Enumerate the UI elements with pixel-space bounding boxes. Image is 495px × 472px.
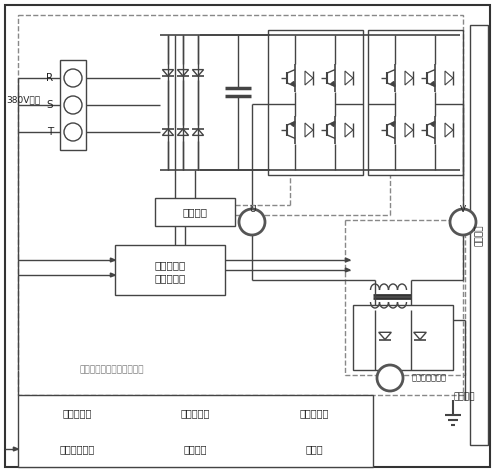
Polygon shape (346, 268, 350, 272)
Text: 次级电流互感器: 次级电流互感器 (412, 373, 447, 382)
Circle shape (239, 209, 265, 235)
Polygon shape (291, 82, 295, 86)
Polygon shape (331, 122, 335, 126)
Text: 380V电源: 380V电源 (6, 95, 40, 104)
Text: 智能处理器: 智能处理器 (154, 260, 186, 270)
Text: 手持式编程器: 手持式编程器 (59, 444, 95, 454)
Polygon shape (331, 82, 335, 86)
Bar (155, 198, 235, 226)
Text: 显示器: 显示器 (305, 444, 323, 454)
Text: 逃变电阶焊控制器原理框图: 逃变电阶焊控制器原理框图 (80, 365, 145, 374)
Circle shape (64, 69, 82, 87)
Bar (268, 30, 363, 175)
Text: 电源驱动: 电源驱动 (183, 207, 207, 217)
Text: 无线终端: 无线终端 (184, 444, 207, 454)
Text: 控制单元: 控制单元 (475, 224, 484, 246)
Polygon shape (431, 82, 435, 86)
Text: S: S (47, 100, 53, 110)
Bar (470, 25, 488, 445)
Circle shape (64, 123, 82, 141)
Circle shape (450, 209, 476, 235)
Text: 压力传感器: 压力传感器 (62, 408, 92, 418)
Circle shape (64, 96, 82, 114)
Text: 焊接工件: 焊接工件 (453, 393, 475, 402)
Bar (60, 60, 86, 150)
Text: R: R (47, 73, 53, 83)
Polygon shape (13, 447, 18, 451)
Text: U: U (249, 205, 255, 214)
Text: T: T (47, 127, 53, 137)
Bar (18, 15, 463, 395)
Bar (18, 395, 373, 467)
Bar (368, 30, 463, 175)
Polygon shape (346, 258, 350, 262)
Polygon shape (391, 122, 395, 126)
Bar (115, 245, 225, 295)
Polygon shape (110, 258, 115, 262)
Bar (353, 305, 453, 370)
Text: （单片机）: （单片机） (154, 273, 186, 283)
Bar (345, 220, 465, 375)
Polygon shape (431, 122, 435, 126)
Polygon shape (110, 273, 115, 277)
Polygon shape (291, 122, 295, 126)
Polygon shape (391, 82, 395, 86)
Circle shape (377, 365, 403, 391)
Text: V: V (460, 205, 466, 214)
Text: 位移传感器: 位移传感器 (181, 408, 210, 418)
Text: 温度传感器: 温度传感器 (299, 408, 329, 418)
